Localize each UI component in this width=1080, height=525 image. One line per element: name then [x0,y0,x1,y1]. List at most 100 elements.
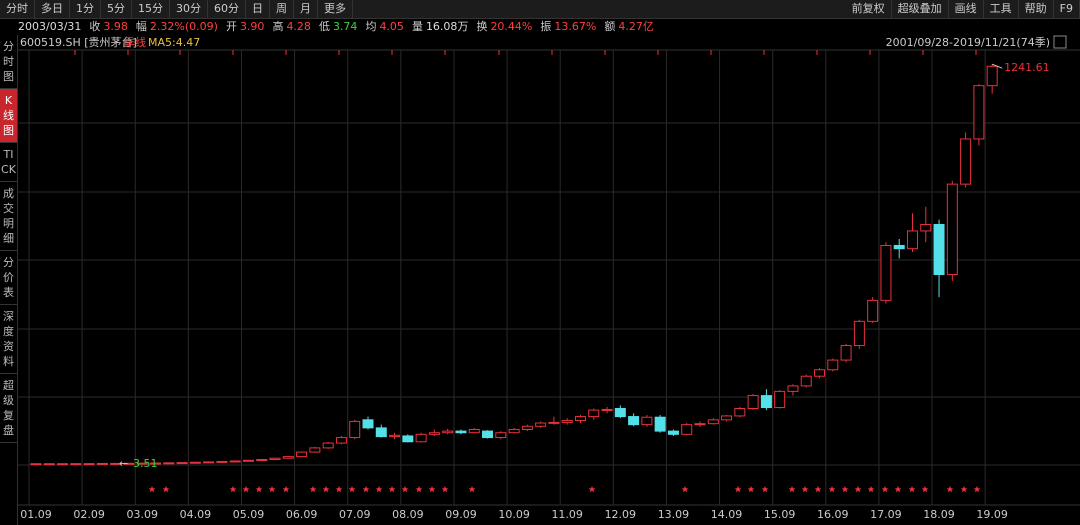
info-value: 4.27亿 [618,20,654,33]
info-value: 3.90 [239,20,265,33]
candle-body [840,345,852,361]
candle-body [335,437,347,444]
side-tab[interactable]: TICK [0,143,17,182]
signal-star [681,486,689,493]
candle-body [242,459,254,462]
tool-button[interactable]: F9 [1054,0,1080,18]
candle-body [70,463,82,466]
x-tick-label: 02.09 [73,508,105,521]
side-tab[interactable]: 成交明细 [0,182,17,251]
x-tick-label: 12.09 [605,508,637,521]
signal-star [921,486,929,493]
info-label: 振 [540,20,552,33]
info-label: 换 [476,20,488,33]
period: 季线 [124,35,146,49]
candle-body [867,299,879,322]
side-tab[interactable]: 超级复盘 [0,374,17,443]
tool-button[interactable]: 超级叠加 [892,0,949,18]
info-value: 16.08万 [425,20,469,33]
candle-body [561,419,573,423]
period-button[interactable]: 60分 [208,0,246,18]
signal-star [428,486,436,493]
signal-star [588,486,596,493]
tool-buttons: 前复权 超级叠加 画线 工具 帮助 F9 [846,0,1080,18]
signal-star [335,486,343,493]
period-button[interactable]: 30分 [170,0,208,18]
signal-star [162,486,170,493]
period-button[interactable]: 更多 [318,0,353,18]
signal-star [268,486,276,493]
candle-body [203,461,215,464]
signal-star [734,486,742,493]
candle-body [110,462,122,465]
signal-star [375,486,383,493]
signal-star [401,486,409,493]
tool-button[interactable]: 画线 [949,0,984,18]
x-tick-label: 14.09 [711,508,743,521]
candle-body [774,390,786,409]
candle-body [986,65,998,87]
candle-body [521,425,533,430]
period-button[interactable]: 15分 [132,0,170,18]
candle-body [641,416,653,426]
info-label: 量 [411,20,423,33]
period-button[interactable]: 分时 [0,0,35,18]
signal-star [946,486,954,493]
tool-button[interactable]: 前复权 [846,0,892,18]
period-button[interactable]: 月 [294,0,318,18]
period-button[interactable]: 周 [270,0,294,18]
signal-star [468,486,476,493]
candle-body [176,462,188,465]
candle-body [614,408,626,418]
candle-body [362,419,374,429]
info-value: 2.32%(0.09) [149,20,218,33]
tool-button[interactable]: 帮助 [1019,0,1054,18]
candle-body [734,408,746,417]
period-button[interactable]: 5分 [101,0,132,18]
info-label: 均 [365,20,377,33]
side-tab[interactable]: 深度资料 [0,305,17,374]
side-tab[interactable]: 分价表 [0,251,17,305]
candle-body [747,395,759,410]
info-date: 2003/03/31 [18,20,82,33]
candle-body [415,433,427,443]
candle-body [455,430,467,434]
min-label: 3.51 [133,457,158,470]
range-button[interactable] [1053,35,1067,49]
date-range: 2001/09/28-2019/11/21(74季) [886,36,1050,49]
info-bar: 2003/03/31 收 3.98 幅 2.32%(0.09) 开 3.90 高 4.28 低 3.… [18,19,662,35]
candle-body [588,409,600,418]
candle-body [800,375,812,387]
candle-body [57,463,69,466]
candle-body [721,415,733,421]
signal-star [282,486,290,493]
x-tick-label: 07.09 [339,508,371,521]
info-value: 13.67% [554,20,597,33]
candle-body [933,223,945,276]
candle-body [681,424,693,435]
candle-body [814,369,826,377]
tool-button[interactable]: 工具 [984,0,1019,18]
side-tab[interactable]: 分时图 [0,35,17,89]
candle-body [150,462,162,465]
x-tick-label: 04.09 [180,508,212,521]
candle-body [535,422,547,427]
period-button[interactable]: 日 [246,0,270,18]
signal-star [908,486,916,493]
period-button[interactable]: 多日 [35,0,70,18]
info-value: 4.05 [379,20,404,33]
signal-star [960,486,968,493]
candle-body [906,230,918,250]
side-tab[interactable]: K线图 [0,89,17,143]
candle-body [96,462,108,465]
candle-body [760,395,772,409]
candle-body [946,183,958,276]
candle-body [960,138,972,185]
period-button[interactable]: 1分 [70,0,101,18]
candle-body [482,430,494,439]
candle-body [309,447,321,453]
candle-body [229,460,241,463]
x-tick-label: 03.09 [126,508,158,521]
candle-body [216,460,228,463]
